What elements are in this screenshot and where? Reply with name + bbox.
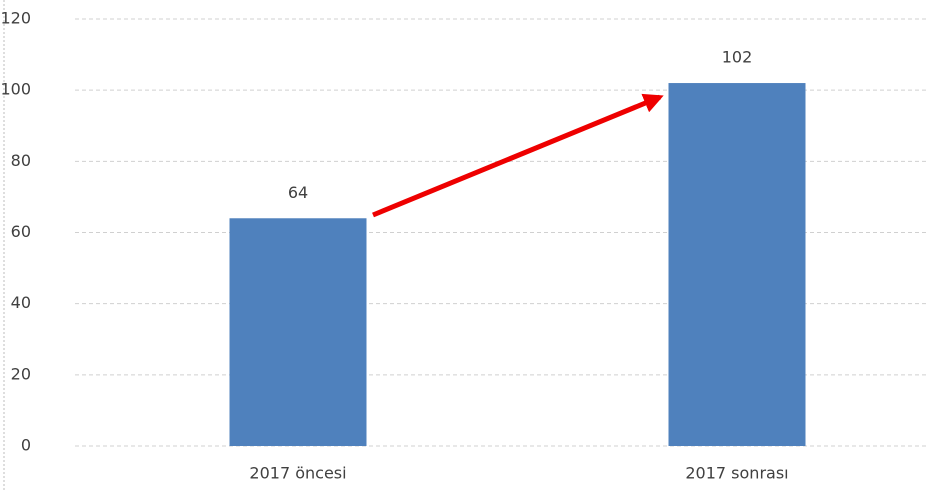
y-tick-label: 0: [21, 436, 31, 455]
y-tick-label: 20: [11, 364, 31, 383]
y-tick-label: 100: [0, 80, 31, 99]
y-tick-label: 120: [0, 9, 31, 28]
x-tick-label: 2017 sonrası: [685, 464, 788, 483]
y-tick-label: 80: [11, 151, 31, 170]
bar: [668, 83, 806, 447]
data-label: 102: [722, 48, 753, 67]
trend-arrow: [372, 93, 664, 218]
y-tick-label: 40: [11, 293, 31, 312]
data-label: 64: [288, 183, 308, 202]
x-tick-label: 2017 öncesi: [249, 464, 346, 483]
bar: [229, 218, 367, 446]
y-tick-label: 60: [11, 222, 31, 241]
